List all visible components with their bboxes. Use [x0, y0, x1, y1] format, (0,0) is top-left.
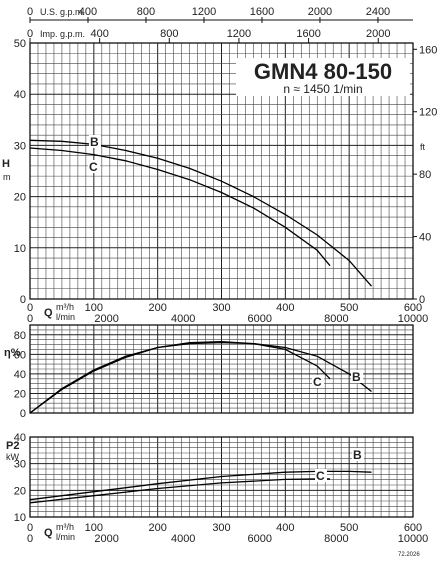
q-lmin-tick-label: 2000 [94, 533, 118, 545]
q-lmin-tick-label: 2000 [94, 313, 118, 325]
q-axis-label-top: Q [44, 307, 53, 319]
curve-label-bg [312, 375, 324, 388]
q-lmin-tick-label: 8000 [324, 533, 348, 545]
q-unit-lmin-top: l/min [56, 312, 75, 322]
q-m3h-tick-label: 100 [85, 522, 103, 534]
usgpm-tick-label: 1200 [192, 6, 216, 18]
impgpm-tick-label: 0 [27, 28, 33, 40]
q-m3h-tick-label: 600 [404, 302, 422, 314]
h-tick-label: 20 [14, 192, 26, 204]
usgpm-tick-label: 400 [79, 6, 97, 18]
q-unit-m3h-top: m³/h [56, 302, 74, 312]
q-lmin-tick-label: 10000 [398, 533, 429, 545]
usgpm-tick-label: 2000 [308, 6, 332, 18]
q-lmin-tick-label: 6000 [248, 533, 272, 545]
q-lmin-tick-label: 6000 [248, 313, 272, 325]
eta-tick-label: 60 [14, 349, 26, 361]
h-axis-label: H [2, 158, 10, 170]
curve-label-bg [315, 469, 327, 482]
usgpm-tick-label: 1600 [250, 6, 274, 18]
curve-C-panel-1 [29, 147, 331, 267]
q-m3h-tick-label: 600 [404, 522, 422, 534]
curve-label-B: B [353, 448, 362, 462]
h-axis-unit: m [3, 172, 11, 182]
ft-tick-label: 80 [419, 169, 431, 181]
q-lmin-tick-label: 10000 [398, 313, 429, 325]
curve-label-B: B [352, 370, 361, 384]
p2-tick-label: 10 [14, 512, 26, 524]
p2-tick-label: 30 [14, 459, 26, 471]
panel-frame-1 [29, 42, 414, 300]
q-m3h-tick-label: 400 [276, 522, 294, 534]
q-lmin-tick-label: 0 [27, 313, 33, 325]
curve-label-C: C [313, 375, 322, 389]
usgpm-tick-label: 800 [137, 6, 155, 18]
curve-label-B: B [90, 135, 99, 149]
model-title-box [236, 58, 410, 96]
ft-tick-label: 0 [419, 294, 425, 306]
p2-axis-unit: kW [6, 452, 20, 462]
document-code: 72.2026 [398, 552, 420, 558]
q-m3h-tick-label: 400 [276, 302, 294, 314]
ft-tick-label: 160 [419, 44, 437, 56]
impgpm-tick-label: 1200 [227, 28, 251, 40]
h-tick-label: 0 [20, 294, 26, 306]
q-m3h-tick-label: 0 [27, 302, 33, 314]
q-lmin-tick-label: 8000 [324, 313, 348, 325]
q-m3h-tick-label: 0 [27, 522, 33, 534]
curve-label-bg [88, 160, 100, 173]
curve-B-panel-2 [29, 341, 372, 414]
p2-tick-label: 40 [14, 432, 26, 444]
q-lmin-tick-label: 4000 [171, 313, 195, 325]
eta-axis-label: η% [4, 347, 21, 359]
model-title: GMN4 80-150 [254, 59, 392, 84]
curve-label-C: C [89, 160, 98, 174]
q-axis-label-bottom: Q [44, 527, 53, 539]
h-tick-label: 50 [14, 38, 26, 50]
usgpm-tick-label: 0 [27, 6, 33, 18]
p2-tick-label: 20 [14, 485, 26, 497]
q-lmin-tick-label: 0 [27, 533, 33, 545]
h-tick-label: 40 [14, 89, 26, 101]
ft-tick-label: 120 [419, 107, 437, 119]
impgpm-tick-label: 400 [90, 28, 108, 40]
q-unit-lmin-bottom: l/min [56, 532, 75, 542]
curve-B-panel-1 [29, 139, 372, 287]
curve-label-bg [351, 370, 363, 383]
q-m3h-tick-label: 300 [212, 522, 230, 534]
q-m3h-tick-label: 300 [212, 302, 230, 314]
q-m3h-tick-label: 200 [148, 522, 166, 534]
q-m3h-tick-label: 100 [85, 302, 103, 314]
h-tick-label: 30 [14, 140, 26, 152]
curve-C-panel-2 [29, 340, 331, 414]
q-lmin-tick-label: 4000 [171, 533, 195, 545]
h-tick-label: 10 [14, 243, 26, 255]
panel-frame-3 [29, 436, 414, 518]
q-unit-m3h-bottom: m³/h [56, 522, 74, 532]
ft-axis-label: ft [420, 142, 426, 152]
usgpm-tick-label: 2400 [366, 6, 390, 18]
q-m3h-tick-label: 200 [148, 302, 166, 314]
panel-frame-2 [29, 324, 414, 414]
impgpm-tick-label: 800 [160, 28, 178, 40]
q-m3h-tick-label: 500 [340, 302, 358, 314]
eta-tick-label: 80 [14, 330, 26, 342]
curve-B-panel-3 [29, 470, 372, 501]
curve-label-bg [352, 448, 364, 461]
impgpm-tick-label: 1600 [296, 28, 320, 40]
eta-tick-label: 20 [14, 388, 26, 400]
ft-tick-label: 40 [419, 232, 431, 244]
curve-label-C: C [316, 469, 325, 483]
eta-tick-label: 0 [20, 408, 26, 420]
curve-label-bg [89, 135, 101, 148]
q-m3h-tick-label: 500 [340, 522, 358, 534]
p2-axis-label: P2 [6, 440, 19, 452]
speed-label: n ≈ 1450 1/min [283, 82, 362, 96]
eta-tick-label: 40 [14, 369, 26, 381]
impgpm-tick-label: 2000 [366, 28, 390, 40]
usgpm-axis-label: U.S. g.p.m. [40, 7, 85, 17]
impgpm-axis-label: Imp. g.p.m. [40, 29, 85, 39]
